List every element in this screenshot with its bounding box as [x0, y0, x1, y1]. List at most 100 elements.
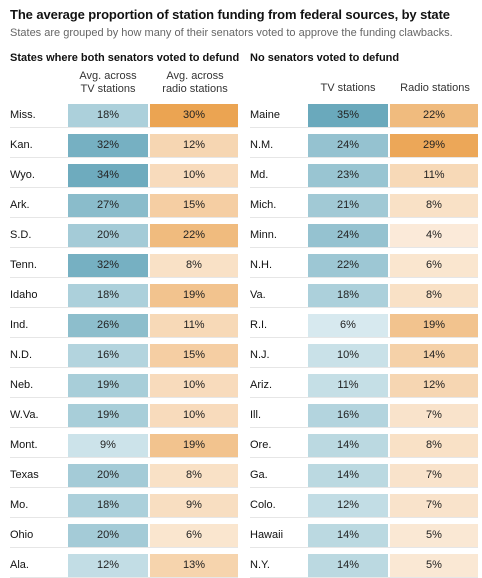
- tv-value-cell: 18%: [68, 284, 148, 307]
- tv-value-cell: 20%: [68, 524, 148, 547]
- radio-value-cell: 15%: [150, 344, 238, 367]
- radio-header-line-1: Avg. across: [166, 70, 224, 82]
- tv-header-line-2: TV stations: [80, 83, 136, 95]
- tv-value-cell: 19%: [68, 374, 148, 397]
- radio-value-cell: 9%: [150, 494, 238, 517]
- tv-value-cell: 27%: [68, 194, 148, 217]
- state-label: N.Y.: [250, 559, 270, 571]
- state-label: Neb.: [10, 379, 34, 391]
- radio-value-cell: 22%: [150, 224, 238, 247]
- radio-header-line-1: Radio stations: [400, 82, 470, 94]
- tv-value-cell: 12%: [68, 554, 148, 577]
- state-label: Idaho: [10, 289, 38, 301]
- tv-value-cell: 32%: [68, 134, 148, 157]
- tv-header-line-1: Avg. across: [79, 70, 137, 82]
- radio-value-cell: 12%: [390, 374, 478, 397]
- tv-value-cell: 22%: [308, 254, 388, 277]
- state-label: Mo.: [10, 499, 29, 511]
- state-label: N.J.: [250, 349, 270, 361]
- table-row: Neb. 19% 10%: [10, 374, 238, 398]
- table-row: N.M. 24% 29%: [250, 134, 478, 158]
- tv-value-cell: 16%: [308, 404, 388, 427]
- table-row: N.J. 10% 14%: [250, 344, 478, 368]
- state-label: N.D.: [10, 349, 32, 361]
- radio-value-cell: 10%: [150, 374, 238, 397]
- tv-value-cell: 9%: [68, 434, 148, 457]
- panel-title: No senators voted to defund: [250, 52, 400, 64]
- table-row: Ind. 26% 11%: [10, 314, 238, 338]
- state-label: Ill.: [250, 409, 261, 421]
- radio-value-cell: 10%: [150, 164, 238, 187]
- table-row: Ill. 16% 7%: [250, 404, 478, 428]
- state-label: Tenn.: [10, 259, 37, 271]
- tv-value-cell: 35%: [308, 104, 388, 127]
- table-row: Maine 35% 22%: [250, 104, 478, 128]
- tv-value-cell: 12%: [308, 494, 388, 517]
- radio-column-header: Avg. across radio stations: [150, 70, 240, 96]
- tv-value-cell: 18%: [68, 494, 148, 517]
- table-row: N.H. 22% 6%: [250, 254, 478, 278]
- radio-value-cell: 5%: [390, 524, 478, 547]
- radio-value-cell: 8%: [390, 434, 478, 457]
- table-row: Mont. 9% 19%: [10, 434, 238, 458]
- radio-value-cell: 10%: [150, 404, 238, 427]
- table-row: Md. 23% 11%: [250, 164, 478, 188]
- table-row: Kan. 32% 12%: [10, 134, 238, 158]
- state-label: Ariz.: [250, 379, 272, 391]
- table-row: Wyo. 34% 10%: [10, 164, 238, 188]
- tv-value-cell: 19%: [68, 404, 148, 427]
- radio-value-cell: 30%: [150, 104, 238, 127]
- radio-value-cell: 29%: [390, 134, 478, 157]
- state-label: Mich.: [250, 199, 277, 211]
- tv-value-cell: 10%: [308, 344, 388, 367]
- table-row: N.D. 16% 15%: [10, 344, 238, 368]
- radio-value-cell: 7%: [390, 494, 478, 517]
- tv-value-cell: 21%: [308, 194, 388, 217]
- tv-value-cell: 32%: [68, 254, 148, 277]
- tv-value-cell: 20%: [68, 224, 148, 247]
- table-row: Ark. 27% 15%: [10, 194, 238, 218]
- table-row: Texas 20% 8%: [10, 464, 238, 488]
- radio-value-cell: 14%: [390, 344, 478, 367]
- state-label: Wyo.: [10, 169, 35, 181]
- state-label: Ga.: [250, 469, 268, 481]
- state-label: Ark.: [10, 199, 30, 211]
- tv-value-cell: 11%: [308, 374, 388, 397]
- state-label: Ohio: [10, 529, 34, 541]
- state-label: Colo.: [250, 499, 276, 511]
- table-row: Colo. 12% 7%: [250, 494, 478, 518]
- tv-value-cell: 18%: [308, 284, 388, 307]
- radio-value-cell: 19%: [150, 284, 238, 307]
- tv-value-cell: 16%: [68, 344, 148, 367]
- radio-value-cell: 8%: [390, 284, 478, 307]
- tv-value-cell: 26%: [68, 314, 148, 337]
- table-row: S.D. 20% 22%: [10, 224, 238, 248]
- table-row: Idaho 18% 19%: [10, 284, 238, 308]
- state-label: Mont.: [10, 439, 38, 451]
- table-row: W.Va. 19% 10%: [10, 404, 238, 428]
- state-label: Maine: [250, 109, 280, 121]
- tv-column-header: TV stations: [308, 82, 388, 95]
- radio-value-cell: 8%: [150, 464, 238, 487]
- tv-value-cell: 23%: [308, 164, 388, 187]
- radio-value-cell: 19%: [390, 314, 478, 337]
- tv-value-cell: 24%: [308, 224, 388, 247]
- chart-title: The average proportion of station fundin…: [10, 7, 450, 22]
- state-label: S.D.: [10, 229, 32, 241]
- state-label: Va.: [250, 289, 266, 301]
- table-row: Mo. 18% 9%: [10, 494, 238, 518]
- state-label: W.Va.: [10, 409, 39, 421]
- radio-value-cell: 15%: [150, 194, 238, 217]
- tv-header-line-1: TV stations: [320, 82, 376, 94]
- radio-header-line-2: radio stations: [162, 83, 228, 95]
- radio-value-cell: 19%: [150, 434, 238, 457]
- panel-title: States where both senators voted to defu…: [10, 52, 240, 64]
- radio-value-cell: 6%: [390, 254, 478, 277]
- radio-column-header: Radio stations: [390, 82, 480, 95]
- table-row: Minn. 24% 4%: [250, 224, 478, 248]
- chart-subtitle: States are grouped by how many of their …: [10, 27, 453, 39]
- radio-value-cell: 4%: [390, 224, 478, 247]
- state-label: Md.: [250, 169, 269, 181]
- table-row: Mich. 21% 8%: [250, 194, 478, 218]
- radio-value-cell: 13%: [150, 554, 238, 577]
